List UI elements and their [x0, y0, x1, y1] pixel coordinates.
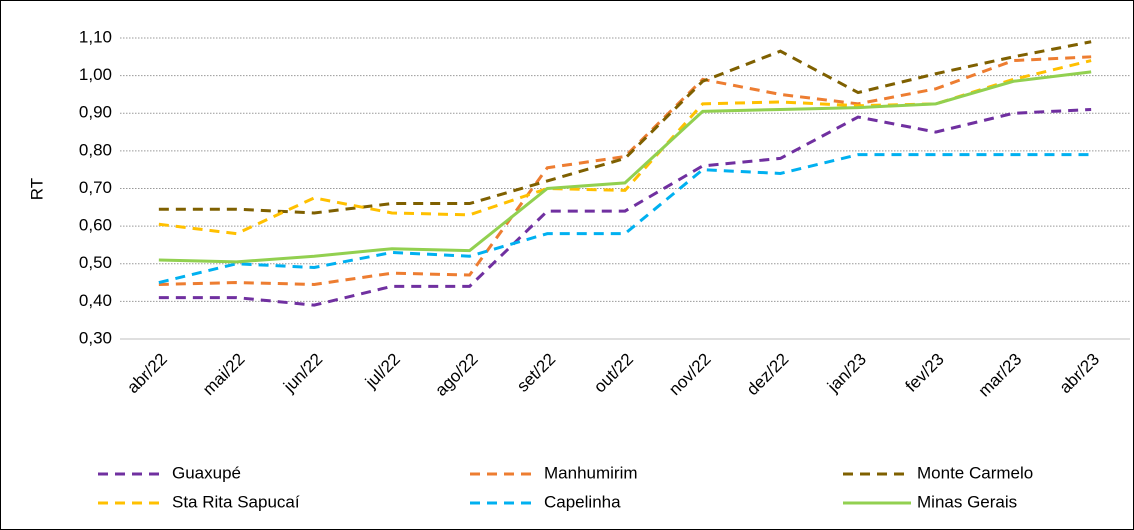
series-line — [158, 107, 1092, 307]
y-tick-label: 1,00 — [79, 65, 112, 84]
y-tick-label: 1,10 — [79, 27, 112, 46]
y-tick-label: 0,90 — [79, 103, 112, 122]
y-tick-label: 0,80 — [79, 140, 112, 159]
y-tick-label: 0,40 — [79, 291, 112, 310]
series-line — [158, 59, 1092, 236]
series-line — [158, 55, 1092, 286]
legend-label: Guaxupé — [172, 463, 241, 482]
y-tick-label: 0,50 — [79, 253, 112, 272]
series-line — [158, 40, 1092, 215]
series-line — [158, 153, 1092, 285]
y-tick-label: 0,30 — [79, 328, 112, 347]
legend-label: Minas Gerais — [917, 492, 1017, 511]
legend-label: Monte Carmelo — [917, 463, 1033, 482]
series-line — [158, 70, 1092, 264]
legend-label: Manhumirim — [544, 463, 638, 482]
legend-label: Sta Rita Sapucaí — [172, 492, 300, 511]
legend-label: Capelinha — [544, 492, 621, 511]
y-tick-label: 0,70 — [79, 178, 112, 197]
y-tick-label: 0,60 — [79, 216, 112, 235]
y-axis-label: RT — [27, 178, 46, 200]
